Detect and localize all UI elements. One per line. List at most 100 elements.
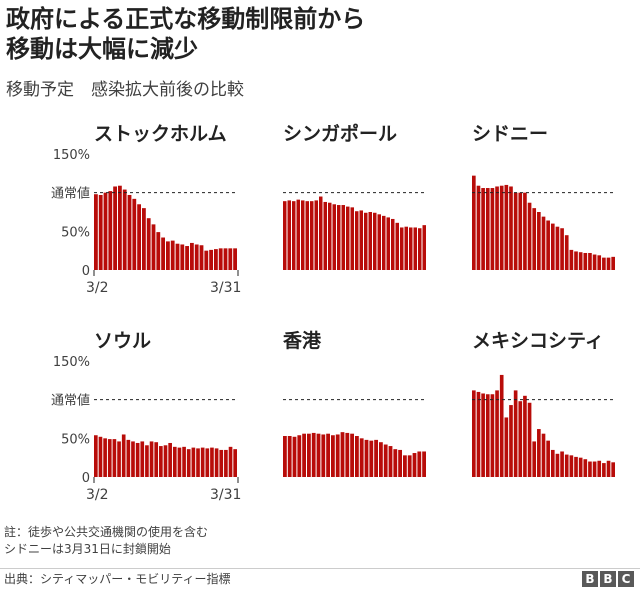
bar <box>555 226 560 270</box>
bar <box>316 433 321 477</box>
bar <box>550 449 555 477</box>
bar <box>177 447 182 477</box>
bar <box>546 220 550 270</box>
bar <box>200 447 205 477</box>
bar <box>412 453 417 477</box>
bbc-logo-letter: B <box>600 571 616 587</box>
bar <box>185 246 189 270</box>
bar <box>555 453 560 477</box>
bar <box>388 446 393 477</box>
chart-panel: メキシコシティ <box>472 330 616 477</box>
bar <box>606 460 611 477</box>
bar <box>391 218 395 270</box>
x-tick-label: 3/2 <box>86 487 109 503</box>
bar <box>131 441 135 477</box>
bbc-logo-letter: C <box>618 571 634 587</box>
bar <box>509 405 513 477</box>
bar <box>154 442 159 477</box>
bar <box>135 442 140 477</box>
bar <box>323 201 327 270</box>
bar <box>409 227 413 270</box>
bar <box>149 441 154 477</box>
bar <box>413 227 417 270</box>
bar <box>560 228 564 270</box>
bar <box>395 222 399 270</box>
bar <box>592 461 597 477</box>
chart-title: メキシコシティ <box>472 330 604 352</box>
bar <box>170 240 175 270</box>
bar <box>472 175 476 270</box>
title-line-1: 政府による正式な移動制限前から <box>6 5 366 33</box>
bar <box>292 436 297 477</box>
chart-panel: ストックホルム 150% 通常値 50% 03/2 3/31 <box>51 123 241 296</box>
bar <box>550 223 555 270</box>
bar <box>296 199 300 270</box>
bar <box>161 237 165 270</box>
bar <box>386 217 390 270</box>
bar <box>403 455 407 477</box>
footer-divider <box>0 568 640 569</box>
bar <box>307 433 311 477</box>
bar <box>537 429 541 477</box>
bar <box>151 224 156 270</box>
bar <box>168 442 172 477</box>
bar <box>159 446 163 477</box>
bar <box>602 257 606 270</box>
subtitle: 移動予定 感染拡大前後の比較 <box>6 80 244 100</box>
bar <box>485 188 490 270</box>
bar <box>108 191 113 270</box>
bar <box>218 248 223 270</box>
bar <box>606 257 611 270</box>
bar <box>377 214 381 270</box>
bar <box>223 248 228 270</box>
bar <box>305 201 309 270</box>
bar <box>228 446 233 477</box>
bar <box>321 434 326 477</box>
bar <box>132 198 137 270</box>
bar <box>186 449 191 477</box>
bar <box>163 445 168 477</box>
bar <box>574 251 578 270</box>
bar <box>373 212 377 270</box>
page-title: 政府による正式な移動制限前から 移動は大幅に減少 <box>6 4 606 64</box>
bar <box>287 200 291 270</box>
bar <box>422 451 426 477</box>
bar <box>564 235 569 270</box>
footnote-line-2: シドニーは3月31日に封鎖開始 <box>4 542 171 556</box>
bar <box>335 434 340 477</box>
bar <box>302 433 306 477</box>
bar <box>504 417 509 477</box>
bar <box>359 438 364 477</box>
bar <box>175 243 180 270</box>
bar <box>407 455 412 477</box>
bar <box>513 390 518 477</box>
bar <box>292 201 296 270</box>
bar <box>400 227 404 270</box>
bar <box>214 249 218 270</box>
bar <box>546 440 550 477</box>
bar <box>140 441 145 477</box>
bar <box>574 456 578 477</box>
chart-title: ソウル <box>94 330 151 352</box>
bar <box>404 226 408 270</box>
bar <box>301 200 305 270</box>
bar <box>518 192 523 270</box>
bar <box>518 401 523 477</box>
chart-title: シンガポール <box>283 122 397 145</box>
bar <box>485 394 490 477</box>
bar <box>328 202 332 270</box>
bar <box>597 460 602 477</box>
bar <box>583 459 588 477</box>
bar <box>481 188 485 270</box>
bar <box>194 244 199 270</box>
bar <box>369 440 374 477</box>
bar <box>532 208 537 270</box>
y-tick-label: 通常値 <box>51 393 90 409</box>
bar <box>122 189 127 270</box>
bar <box>359 210 363 270</box>
bar <box>107 439 112 477</box>
bar <box>578 457 583 477</box>
bar <box>398 449 402 477</box>
bar <box>112 439 117 477</box>
